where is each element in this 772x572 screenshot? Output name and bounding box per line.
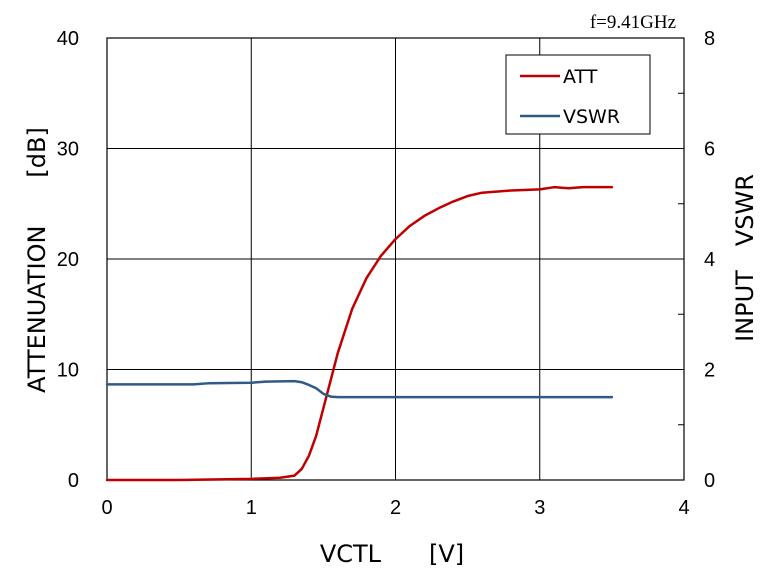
frequency-annotation: f=9.41GHz xyxy=(590,12,676,33)
legend-label-vswr: VSWR xyxy=(563,106,620,128)
plot-frame xyxy=(106,37,685,481)
y-tick-label: 20 xyxy=(57,249,79,271)
y-axis-title: ATTENUATION [dB] xyxy=(23,127,51,393)
legend: ATT VSWR xyxy=(505,54,651,135)
legend-label-att: ATT xyxy=(563,66,598,88)
y2-tick-label: 0 xyxy=(704,470,715,492)
y-tick-label: 10 xyxy=(57,360,79,382)
legend-box xyxy=(505,54,651,135)
series-line-vswr xyxy=(105,379,614,399)
x-tick-label: 3 xyxy=(534,497,545,519)
x-tick-label: 0 xyxy=(101,497,112,519)
y-tick-label: 0 xyxy=(68,470,79,492)
y-tick-label: 30 xyxy=(57,139,79,161)
series-lines xyxy=(105,185,614,482)
x-tick-label: 1 xyxy=(246,497,257,519)
y2-tick-label: 6 xyxy=(704,139,715,161)
y-tick-label: 40 xyxy=(57,28,79,50)
y2-tick-label: 2 xyxy=(704,360,715,382)
series-line-att xyxy=(105,185,614,482)
y2-axis-title: INPUT VSWR xyxy=(731,174,759,342)
y2-tick-label: 4 xyxy=(704,249,715,271)
y2-tick-label: 8 xyxy=(704,28,715,50)
x-tick-label: 2 xyxy=(390,497,401,519)
x-axis-title: VCTL [V] xyxy=(320,540,464,568)
x-tick-label: 4 xyxy=(678,497,689,519)
